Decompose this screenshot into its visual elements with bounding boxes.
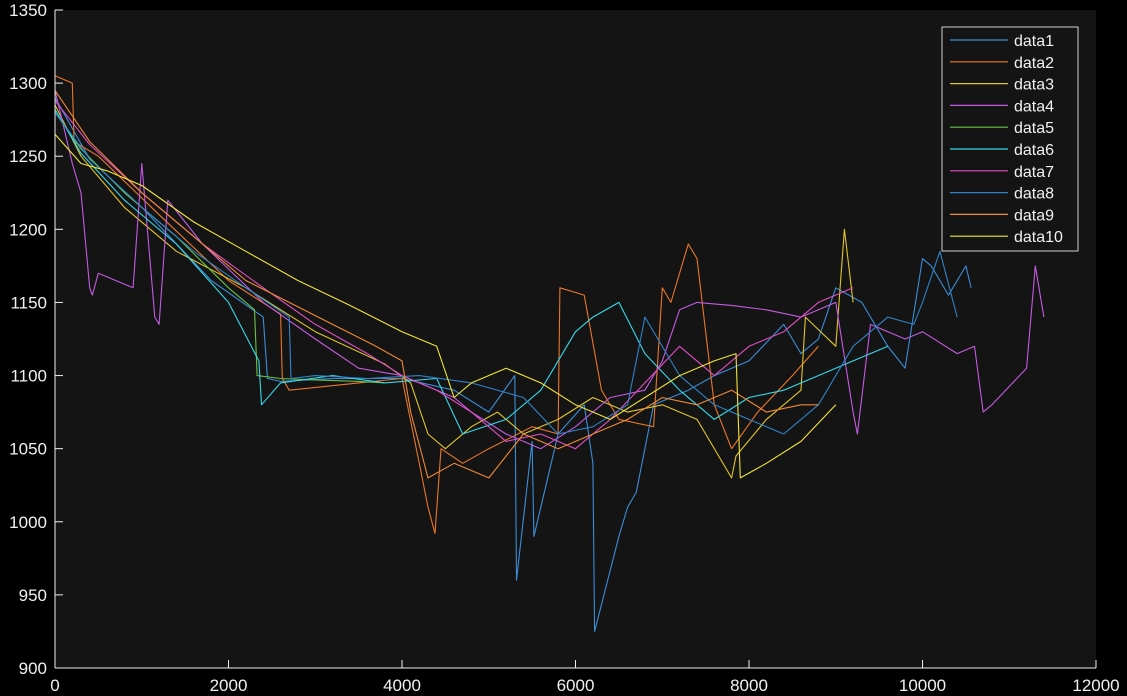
legend-label: data4 <box>1014 98 1054 115</box>
x-tick-label: 10000 <box>899 676 946 695</box>
y-tick-label: 1000 <box>9 513 47 532</box>
y-tick-label: 1350 <box>9 1 47 20</box>
series-line-data6 <box>54 109 889 435</box>
axes <box>54 9 1097 669</box>
x-tick-label: 6000 <box>557 676 595 695</box>
y-tick-label: 1250 <box>9 147 47 166</box>
series-group <box>54 75 1045 632</box>
series-line-data9 <box>54 90 819 479</box>
y-tick-label: 1200 <box>9 220 47 239</box>
legend-box <box>941 26 1079 252</box>
x-tick-label: 8000 <box>730 676 768 695</box>
x-tick-label: 2000 <box>210 676 248 695</box>
y-tick-labels: 900 950 1000 1050 1100 1150 1200 1250 1300 1350 <box>9 1 47 678</box>
x-tick-label: 0 <box>50 676 59 695</box>
y-tick-label: 1300 <box>9 74 47 93</box>
x-tick-labels: 0 2000 4000 6000 8000 10000 12000 <box>50 676 1119 695</box>
series-line-data2 <box>54 75 819 535</box>
y-tick-label: 1100 <box>10 367 47 386</box>
x-tick-label: 12000 <box>1072 676 1119 695</box>
series-line-data1 <box>54 97 972 632</box>
y-tick-label: 1150 <box>10 293 47 312</box>
legend-label: data8 <box>1014 186 1054 203</box>
plot-area <box>55 10 1096 668</box>
legend-label: data10 <box>1014 229 1063 246</box>
x-tick-label: 4000 <box>383 676 421 695</box>
series-line-data8 <box>54 112 958 435</box>
series-line-data7 <box>54 100 854 450</box>
legend-label: data6 <box>1014 142 1054 159</box>
y-tick-label: 900 <box>19 659 47 678</box>
legend-label: data5 <box>1014 120 1054 137</box>
series-line-data10 <box>54 133 837 479</box>
legend: data1 data2 data3 data4 data5 data6 data7 data8… <box>941 26 1079 252</box>
series-line-data4 <box>54 90 1045 450</box>
y-tick-label: 1050 <box>9 440 47 459</box>
legend-label: data7 <box>1014 164 1054 181</box>
legend-label: data1 <box>1014 33 1054 50</box>
y-tick-label: 950 <box>19 586 47 605</box>
legend-label: data3 <box>1014 77 1054 94</box>
legend-label: data9 <box>1014 207 1054 224</box>
legend-label: data2 <box>1014 55 1054 72</box>
